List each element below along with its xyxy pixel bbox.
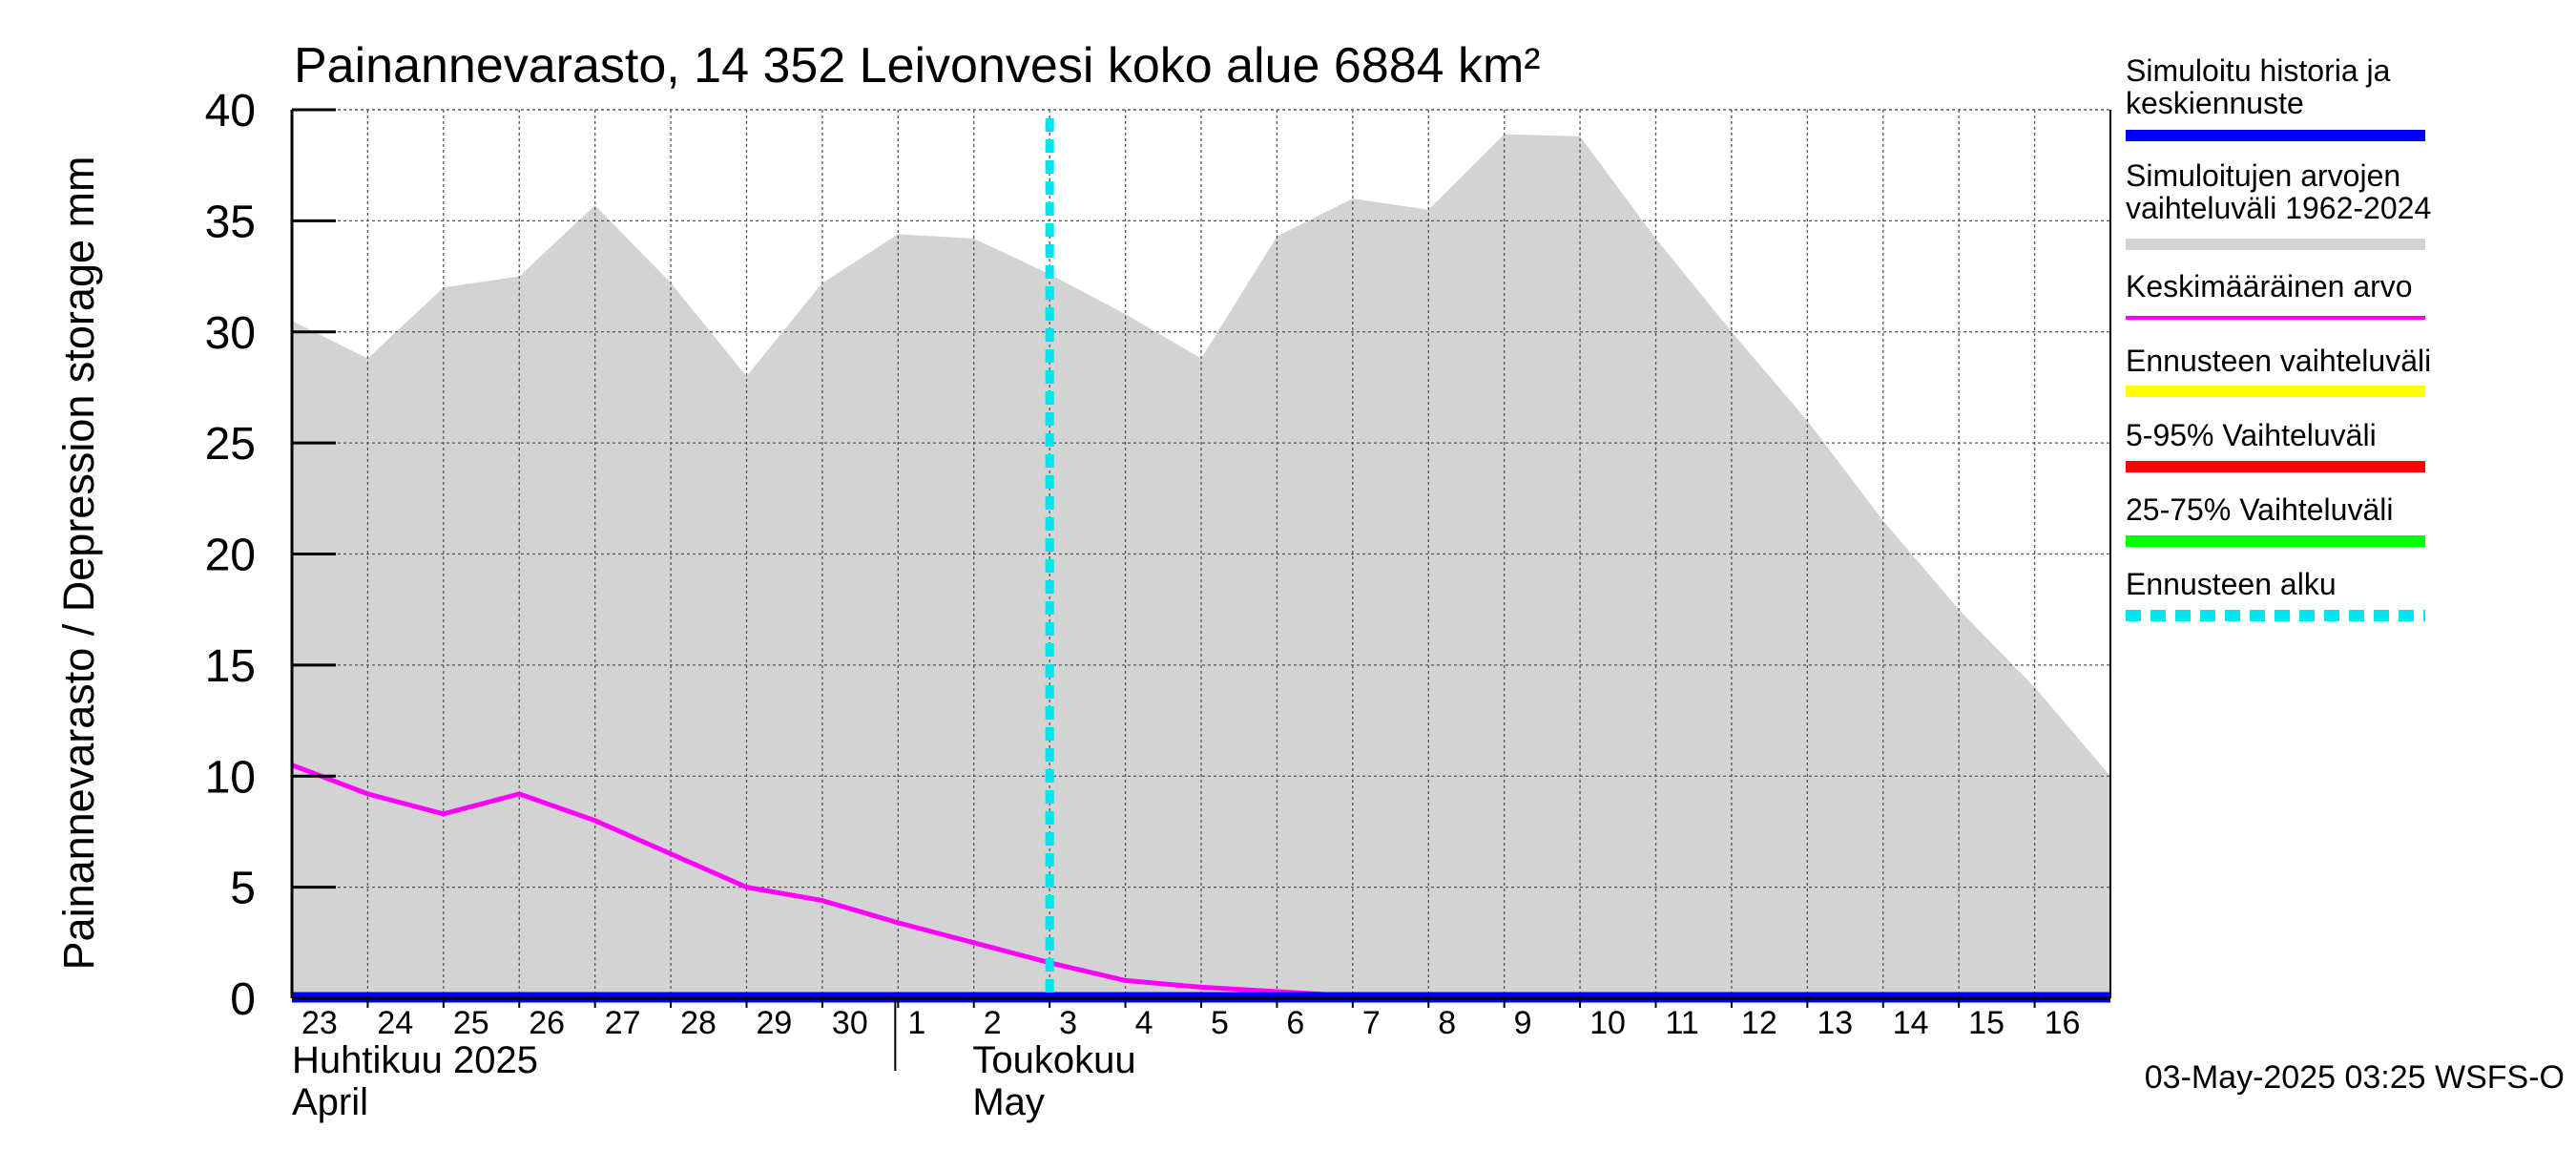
x-tick-label: 13: [1817, 1005, 1853, 1041]
month-label-english: May: [972, 1081, 1045, 1123]
y-tick-label: 10: [205, 752, 256, 803]
x-tick-label: 2: [984, 1005, 1002, 1041]
x-tick-label: 28: [680, 1005, 717, 1041]
footer-timestamp: 03-May-2025 03:25 WSFS-O: [2145, 1059, 2565, 1096]
y-tick-label: 35: [205, 197, 256, 247]
x-tick-label: 30: [832, 1005, 868, 1041]
legend-label: keskiennuste: [2126, 86, 2304, 120]
x-tick-label: 11: [1666, 1005, 1699, 1041]
x-tick-label: 27: [605, 1005, 641, 1041]
x-tick-label: 24: [377, 1005, 413, 1041]
x-tick-label: 6: [1286, 1005, 1304, 1041]
y-tick-label: 15: [205, 641, 256, 692]
y-tick-label: 20: [205, 531, 256, 581]
x-tick-label: 26: [529, 1005, 565, 1041]
y-tick-label: 25: [205, 419, 256, 470]
month-label: Huhtikuu 2025: [292, 1039, 538, 1081]
legend-label: Simuloitu historia ja: [2126, 53, 2391, 88]
x-tick-label: 25: [453, 1005, 489, 1041]
y-axis: 0 5 10 15 20 25 30 35 40: [205, 86, 336, 1025]
x-tick-label: 10: [1589, 1005, 1626, 1041]
x-tick-label: 1: [907, 1005, 925, 1041]
month-label: Toukokuu: [972, 1039, 1135, 1081]
x-tick-label: 12: [1741, 1005, 1777, 1041]
x-tick-label: 9: [1514, 1005, 1532, 1041]
legend-label: 5-95% Vaihteluväli: [2126, 418, 2377, 452]
x-tick-label: 16: [2045, 1005, 2081, 1041]
y-tick-label: 0: [230, 974, 256, 1025]
legend-label: Simuloitujen arvojen: [2126, 158, 2400, 193]
legend-label: vaihteluväli 1962-2024: [2126, 191, 2431, 225]
legend-label: Keskimääräinen arvo: [2126, 269, 2413, 303]
month-label-english: April: [292, 1081, 368, 1123]
x-tick-label: 29: [757, 1005, 793, 1041]
x-tick-label: 15: [1968, 1005, 2005, 1041]
x-axis: 23 24 25 26 27 28 29 30 1 2 3 4 5 6 7 8 9 10 11 12 13 14 15 16H…: [292, 996, 2110, 1123]
y-tick-label: 30: [205, 308, 256, 359]
y-tick-label: 40: [205, 86, 256, 136]
legend-label: Ennusteen alku: [2126, 567, 2337, 601]
x-tick-label: 5: [1211, 1005, 1229, 1041]
x-tick-label: 3: [1059, 1005, 1077, 1041]
x-tick-label: 4: [1135, 1005, 1153, 1041]
x-tick-label: 7: [1362, 1005, 1381, 1041]
x-tick-label: 14: [1893, 1005, 1929, 1041]
y-tick-label: 5: [230, 864, 256, 914]
legend-label: 25-75% Vaihteluväli: [2126, 492, 2393, 527]
chart-title: Painannevarasto, 14 352 Leivonvesi koko …: [294, 38, 1541, 94]
x-tick-label: 8: [1438, 1005, 1456, 1041]
x-tick-label: 23: [301, 1005, 338, 1041]
legend-label: Ennusteen vaihteluväli: [2126, 344, 2431, 378]
y-axis-label: Painannevarasto / Depression storage mm: [54, 157, 103, 971]
